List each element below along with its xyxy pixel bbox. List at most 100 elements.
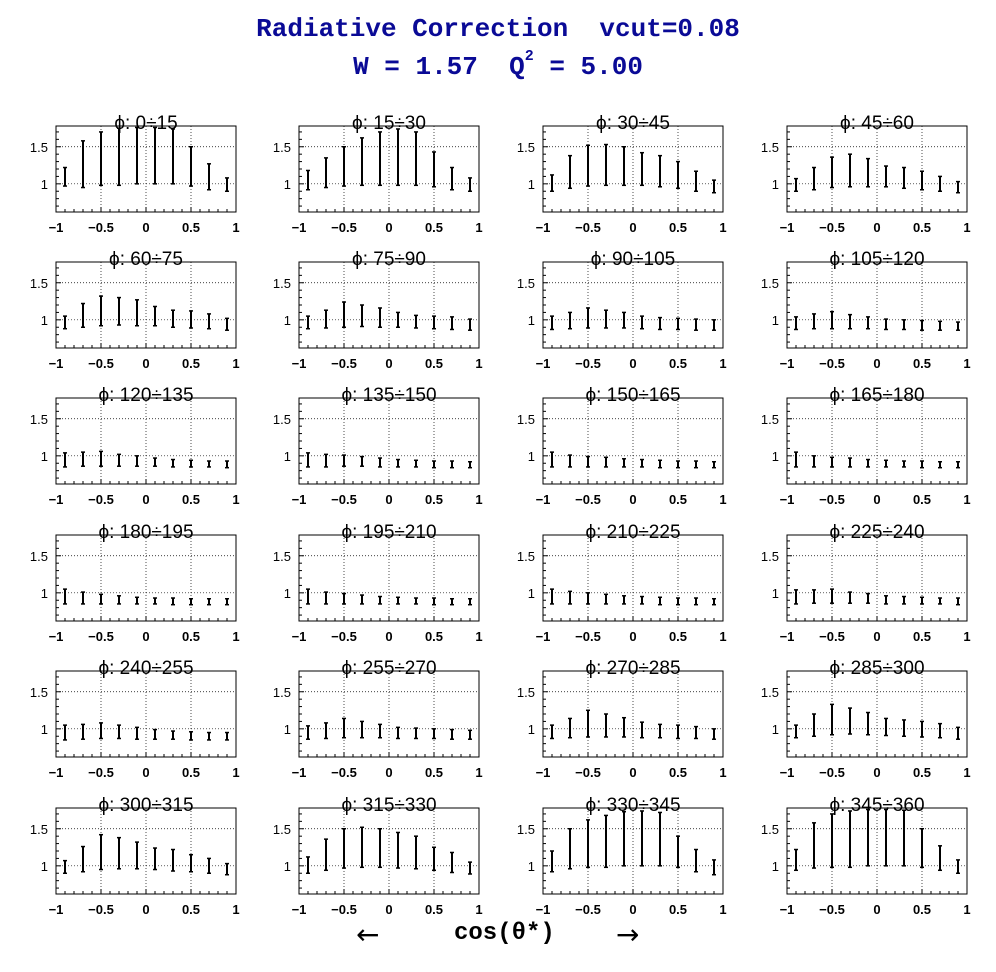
panel: −1 −0.5 0 0.5 1 1 1.5 ϕ: 150÷165	[517, 385, 727, 507]
y-tick-label: 1.5	[30, 140, 48, 155]
y-tick-label: 1.5	[761, 822, 779, 837]
x-axis-label: ← cos(θ*) →	[356, 918, 656, 954]
y-tick-label: 1	[284, 586, 291, 601]
panel-title: ϕ: 225÷240	[829, 522, 924, 543]
x-tick-label: −0.5	[575, 356, 601, 371]
x-tick-label: 0	[385, 356, 392, 371]
panel: −1 −0.5 0 0.5 1 1 1.5 ϕ: 330÷345	[517, 795, 727, 917]
panel-title: ϕ: 0÷15	[114, 113, 177, 134]
y-tick-label: 1.5	[273, 140, 291, 155]
x-tick-label: 1	[475, 902, 482, 917]
x-tick-label: 0.5	[182, 902, 200, 917]
y-tick-label: 1.5	[273, 685, 291, 700]
x-tick-label: 1	[963, 902, 970, 917]
x-tick-label: −0.5	[331, 765, 357, 780]
y-tick-label: 1.5	[273, 412, 291, 427]
x-tick-label: 1	[475, 765, 482, 780]
y-tick-label: 1	[284, 313, 291, 328]
panel-title: ϕ: 195÷210	[341, 522, 436, 543]
x-tick-label: −0.5	[331, 902, 357, 917]
panel-title: ϕ: 75÷90	[352, 249, 426, 270]
panel: −1 −0.5 0 0.5 1 1 1.5 ϕ: 135÷150	[273, 385, 483, 507]
y-tick-label: 1.5	[517, 685, 535, 700]
x-tick-label: 0.5	[669, 492, 687, 507]
x-tick-label: 0	[873, 492, 880, 507]
x-tick-label: −1	[292, 902, 307, 917]
y-tick-label: 1.5	[517, 822, 535, 837]
panel: −1 −0.5 0 0.5 1 1 1.5 ϕ: 195÷210	[273, 522, 483, 644]
y-tick-label: 1.5	[30, 822, 48, 837]
x-tick-label: −1	[292, 492, 307, 507]
x-tick-label: −0.5	[575, 765, 601, 780]
y-tick-label: 1.5	[761, 412, 779, 427]
x-tick-label: 0	[629, 765, 636, 780]
y-tick-label: 1	[528, 177, 535, 192]
x-tick-label: 0.5	[182, 765, 200, 780]
panel-title: ϕ: 150÷165	[585, 385, 680, 406]
x-tick-label: 0.5	[182, 492, 200, 507]
x-tick-label: 0.5	[913, 765, 931, 780]
x-tick-label: 1	[963, 356, 970, 371]
page-title: Radiative Correction vcut=0.08	[256, 14, 740, 44]
y-tick-label: 1	[772, 859, 779, 874]
x-tick-label: −1	[49, 765, 64, 780]
x-tick-label: 1	[475, 220, 482, 235]
x-tick-label: 0	[629, 902, 636, 917]
x-tick-label: 1	[719, 629, 726, 644]
x-tick-label: −1	[292, 629, 307, 644]
x-tick-label: 0.5	[425, 629, 443, 644]
x-tick-label: −0.5	[331, 356, 357, 371]
panel-title: ϕ: 255÷270	[341, 658, 436, 679]
y-tick-label: 1.5	[273, 549, 291, 564]
y-tick-label: 1.5	[273, 822, 291, 837]
x-tick-label: −0.5	[331, 629, 357, 644]
x-tick-label: 0.5	[669, 356, 687, 371]
x-tick-label: −0.5	[88, 629, 114, 644]
y-tick-label: 1.5	[761, 685, 779, 700]
x-tick-label: −0.5	[819, 902, 845, 917]
panel-title: ϕ: 210÷225	[585, 522, 680, 543]
x-tick-label: 0.5	[182, 356, 200, 371]
panel-title: ϕ: 240÷255	[98, 658, 193, 679]
x-tick-label: 0.5	[182, 629, 200, 644]
x-tick-label: 0	[629, 356, 636, 371]
x-tick-label: −1	[780, 902, 795, 917]
x-tick-label: −0.5	[88, 356, 114, 371]
x-tick-label: 1	[232, 220, 239, 235]
y-tick-label: 1	[41, 586, 48, 601]
y-tick-label: 1.5	[273, 276, 291, 291]
panel-title: ϕ: 165÷180	[829, 385, 924, 406]
x-tick-label: 1	[475, 629, 482, 644]
x-tick-label: −1	[292, 220, 307, 235]
x-tick-label: −1	[49, 356, 64, 371]
x-tick-label: −1	[536, 492, 551, 507]
x-tick-label: 0	[385, 492, 392, 507]
x-tick-label: −1	[780, 492, 795, 507]
x-tick-label: 1	[475, 492, 482, 507]
panel-title: ϕ: 60÷75	[109, 249, 183, 270]
y-tick-label: 1.5	[761, 140, 779, 155]
panel-title: ϕ: 30÷45	[596, 113, 670, 134]
x-tick-label: 0.5	[913, 492, 931, 507]
x-tick-label: 1	[719, 492, 726, 507]
y-tick-label: 1.5	[761, 276, 779, 291]
panel: −1 −0.5 0 0.5 1 1 1.5 ϕ: 345÷360	[761, 795, 971, 917]
panel: −1 −0.5 0 0.5 1 1 1.5 ϕ: 255÷270	[273, 658, 483, 780]
y-tick-label: 1	[528, 449, 535, 464]
x-tick-label: 1	[232, 492, 239, 507]
x-tick-label: −0.5	[88, 220, 114, 235]
x-tick-label: −1	[536, 629, 551, 644]
panel: −1 −0.5 0 0.5 1 1 1.5 ϕ: 15÷30	[273, 113, 483, 235]
y-tick-label: 1	[772, 722, 779, 737]
x-tick-label: −0.5	[88, 902, 114, 917]
y-tick-label: 1	[772, 586, 779, 601]
x-tick-label: −1	[536, 765, 551, 780]
panel-title: ϕ: 345÷360	[829, 795, 924, 816]
x-tick-label: 0.5	[425, 902, 443, 917]
panel: −1 −0.5 0 0.5 1 1 1.5 ϕ: 75÷90	[273, 249, 483, 371]
x-tick-label: 0	[873, 356, 880, 371]
x-tick-label: 0	[142, 902, 149, 917]
x-tick-label: 0	[142, 492, 149, 507]
x-tick-label: 0.5	[913, 629, 931, 644]
panel: −1 −0.5 0 0.5 1 1 1.5 ϕ: 105÷120	[761, 249, 971, 371]
